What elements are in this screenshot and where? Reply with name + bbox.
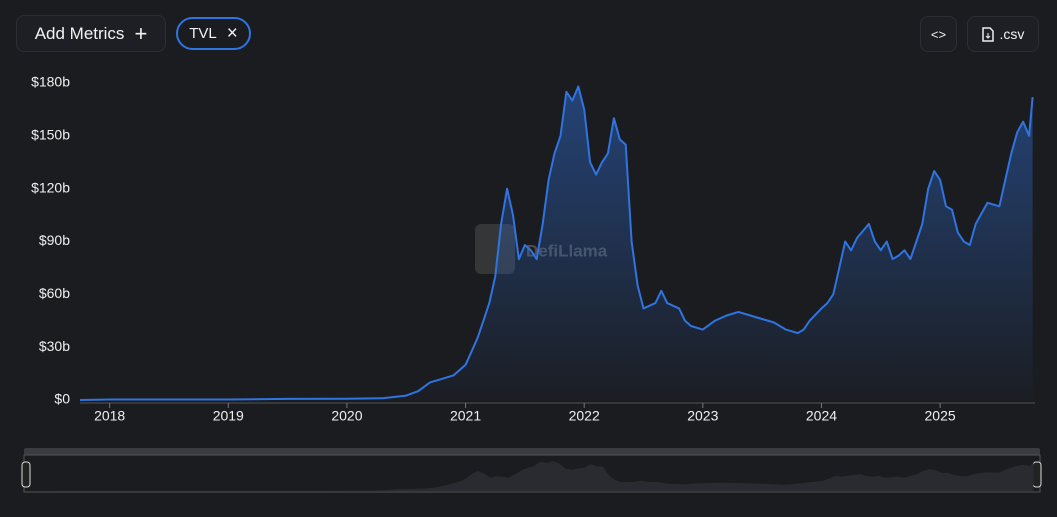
x-tick-label: 2018 xyxy=(94,408,125,424)
x-tick-label: 2019 xyxy=(213,408,244,424)
add-metrics-button[interactable]: Add Metrics + xyxy=(16,15,166,52)
brush-left-handle[interactable] xyxy=(21,461,31,488)
y-tick-label: $30b xyxy=(39,338,70,354)
add-metrics-label: Add Metrics xyxy=(34,23,125,43)
y-tick-label: $120b xyxy=(31,179,70,195)
area-fill xyxy=(80,86,1033,400)
y-tick-label: $180b xyxy=(31,74,70,90)
overview-area xyxy=(26,461,1034,491)
area-line xyxy=(79,85,1034,401)
x-tick-label: 2025 xyxy=(925,408,956,424)
csv-button[interactable]: .csv xyxy=(967,16,1039,52)
x-tick-label: 2020 xyxy=(331,408,362,424)
metric-pill[interactable]: TVL × xyxy=(176,17,251,50)
y-tick-label: $0 xyxy=(54,391,70,407)
add-icon: + xyxy=(134,20,148,46)
y-tick-label: $150b xyxy=(31,127,70,143)
x-tick-label: 2024 xyxy=(806,408,837,424)
brush-handle-bar[interactable] xyxy=(24,448,1040,455)
x-tick-label: 2022 xyxy=(569,408,600,424)
embed-button[interactable]: <> xyxy=(920,16,957,52)
metric-name: TVL xyxy=(189,25,217,42)
x-tick-label: 2023 xyxy=(687,408,718,424)
y-tick-label: $60b xyxy=(39,285,70,301)
file-icon xyxy=(981,26,994,42)
y-tick-label: $90b xyxy=(39,232,70,248)
embed-icon: <> xyxy=(930,26,947,42)
csv-label: .csv xyxy=(999,26,1025,42)
x-tick-label: 2021 xyxy=(450,408,481,424)
remove-icon[interactable]: × xyxy=(226,22,238,44)
brush-right-handle[interactable] xyxy=(1032,461,1042,488)
